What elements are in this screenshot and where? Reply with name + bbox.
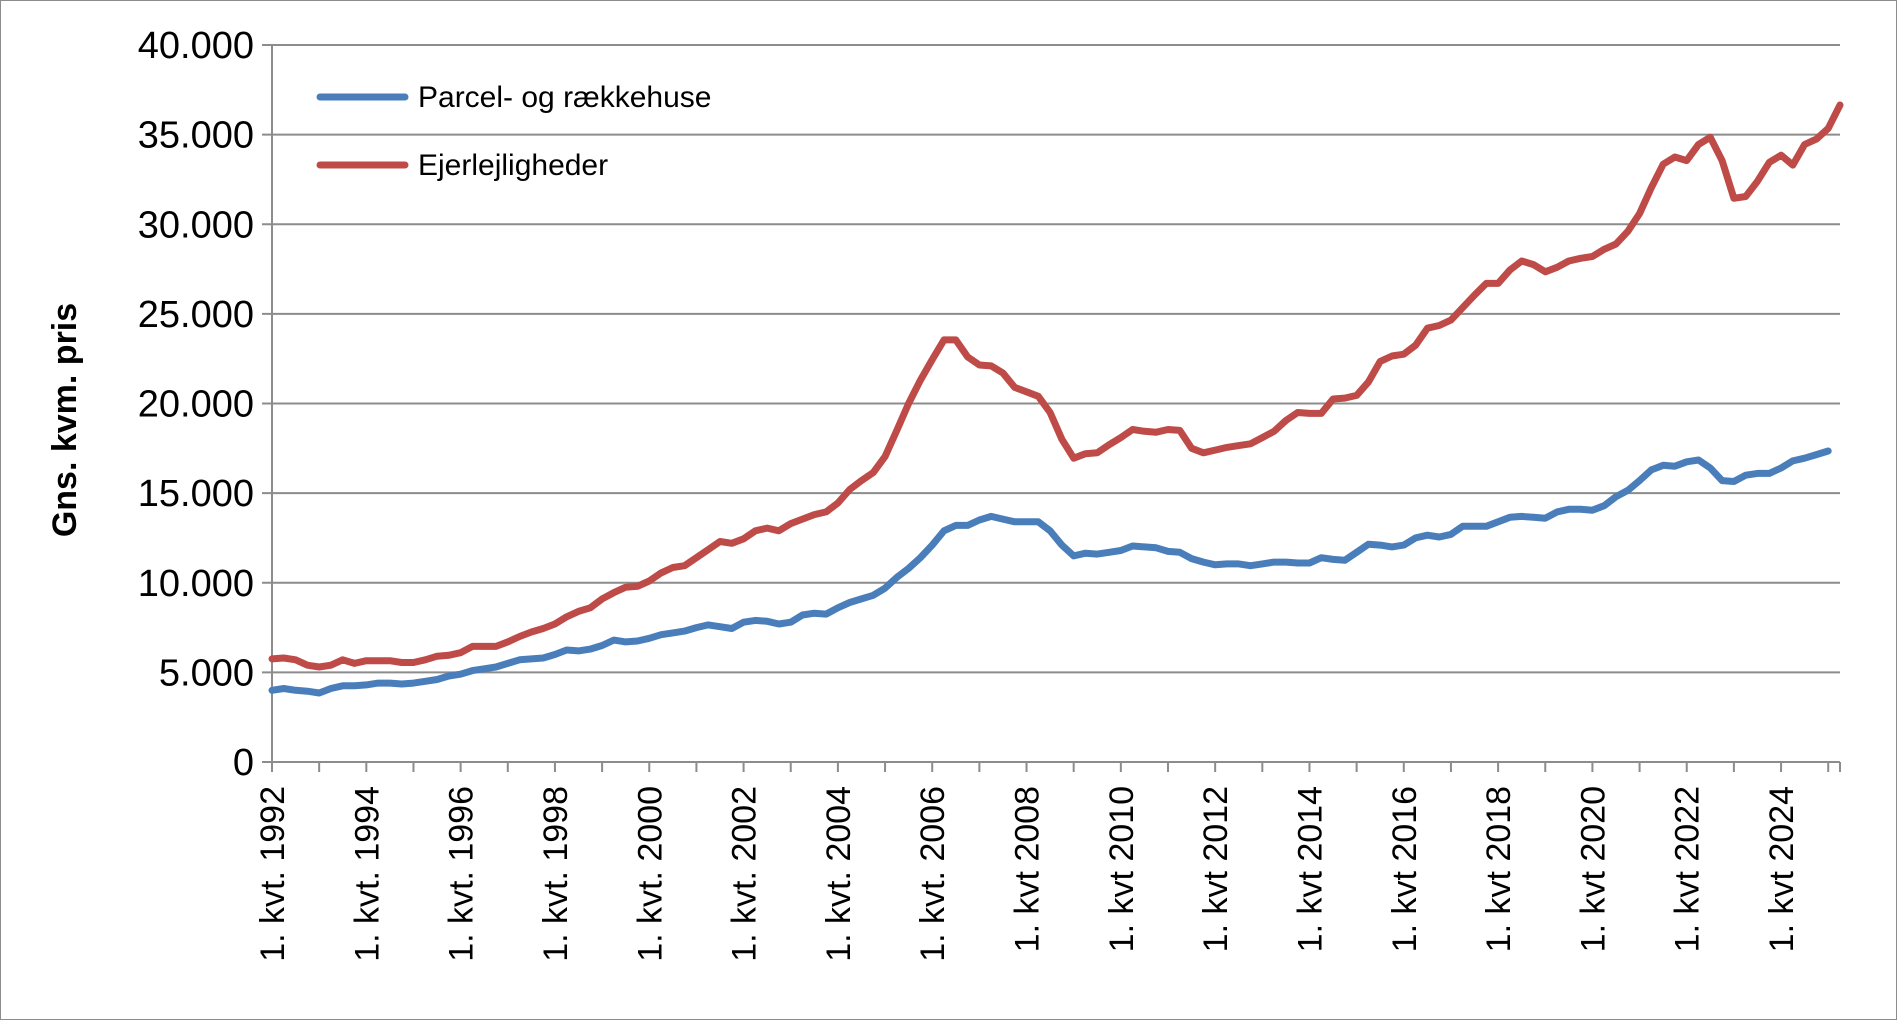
x-tick-label: 1. kvt. 2006 — [914, 786, 952, 962]
x-tick-label: 1. kvt. 2004 — [820, 786, 858, 962]
x-tick-label: 1. kvt 2008 — [1009, 786, 1047, 952]
legend-label-1: Ejerlejligheder — [418, 149, 608, 182]
y-tick-label: 30.000 — [138, 204, 254, 246]
y-axis-label: Gns. kvm. pris — [46, 303, 84, 537]
x-tick-label: 1. kvt. 2000 — [631, 786, 669, 962]
x-tick-label: 1. kvt. 1994 — [348, 786, 386, 962]
x-tick-label: 1. kvt. 1992 — [254, 786, 292, 962]
series-lines — [268, 101, 1844, 697]
legend-label-0: Parcel- og rækkehuse — [418, 81, 711, 114]
legend: Parcel- og rækkehuse Ejerlejligheder — [316, 81, 711, 182]
x-tick-label: 1. kvt 2024 — [1763, 786, 1801, 952]
y-tick-label: 25.000 — [138, 294, 254, 336]
x-tick-label: 1. kvt 2018 — [1480, 786, 1518, 952]
x-tick-label: 1. kvt 2012 — [1197, 786, 1235, 952]
x-tick-label: 1. kvt. 2002 — [726, 786, 764, 962]
x-tick-label: 1. kvt 2010 — [1103, 786, 1141, 952]
y-tick-label: 0 — [233, 742, 254, 784]
y-tick-label: 20.000 — [138, 384, 254, 426]
series-line-0 — [268, 447, 1832, 697]
y-tick-label: 40.000 — [138, 25, 254, 67]
x-tick-label: 1. kvt 2016 — [1386, 786, 1424, 952]
y-tick-label: 10.000 — [138, 563, 254, 605]
x-tick-label: 1. kvt 2022 — [1669, 786, 1707, 952]
series-line-1 — [268, 101, 1844, 671]
gridlines — [272, 44, 1840, 674]
x-axis-ticks: 1. kvt. 1992 1. kvt. 1994 1. kvt. 1996 1. k… — [254, 762, 1841, 962]
x-tick-label: 1. kvt. 1998 — [537, 786, 575, 962]
x-tick-label: 1. kvt 2014 — [1291, 786, 1329, 952]
y-tick-label: 35.000 — [138, 115, 254, 157]
x-tick-label: 1. kvt. 1996 — [443, 786, 481, 962]
y-tick-label: 15.000 — [138, 473, 254, 515]
x-tick-label: 1. kvt 2020 — [1574, 786, 1612, 952]
y-tick-label: 5.000 — [159, 652, 254, 694]
y-axis-ticks: 0 5.000 10.000 15.000 20.000 25.000 30.000 35.0… — [138, 25, 272, 784]
